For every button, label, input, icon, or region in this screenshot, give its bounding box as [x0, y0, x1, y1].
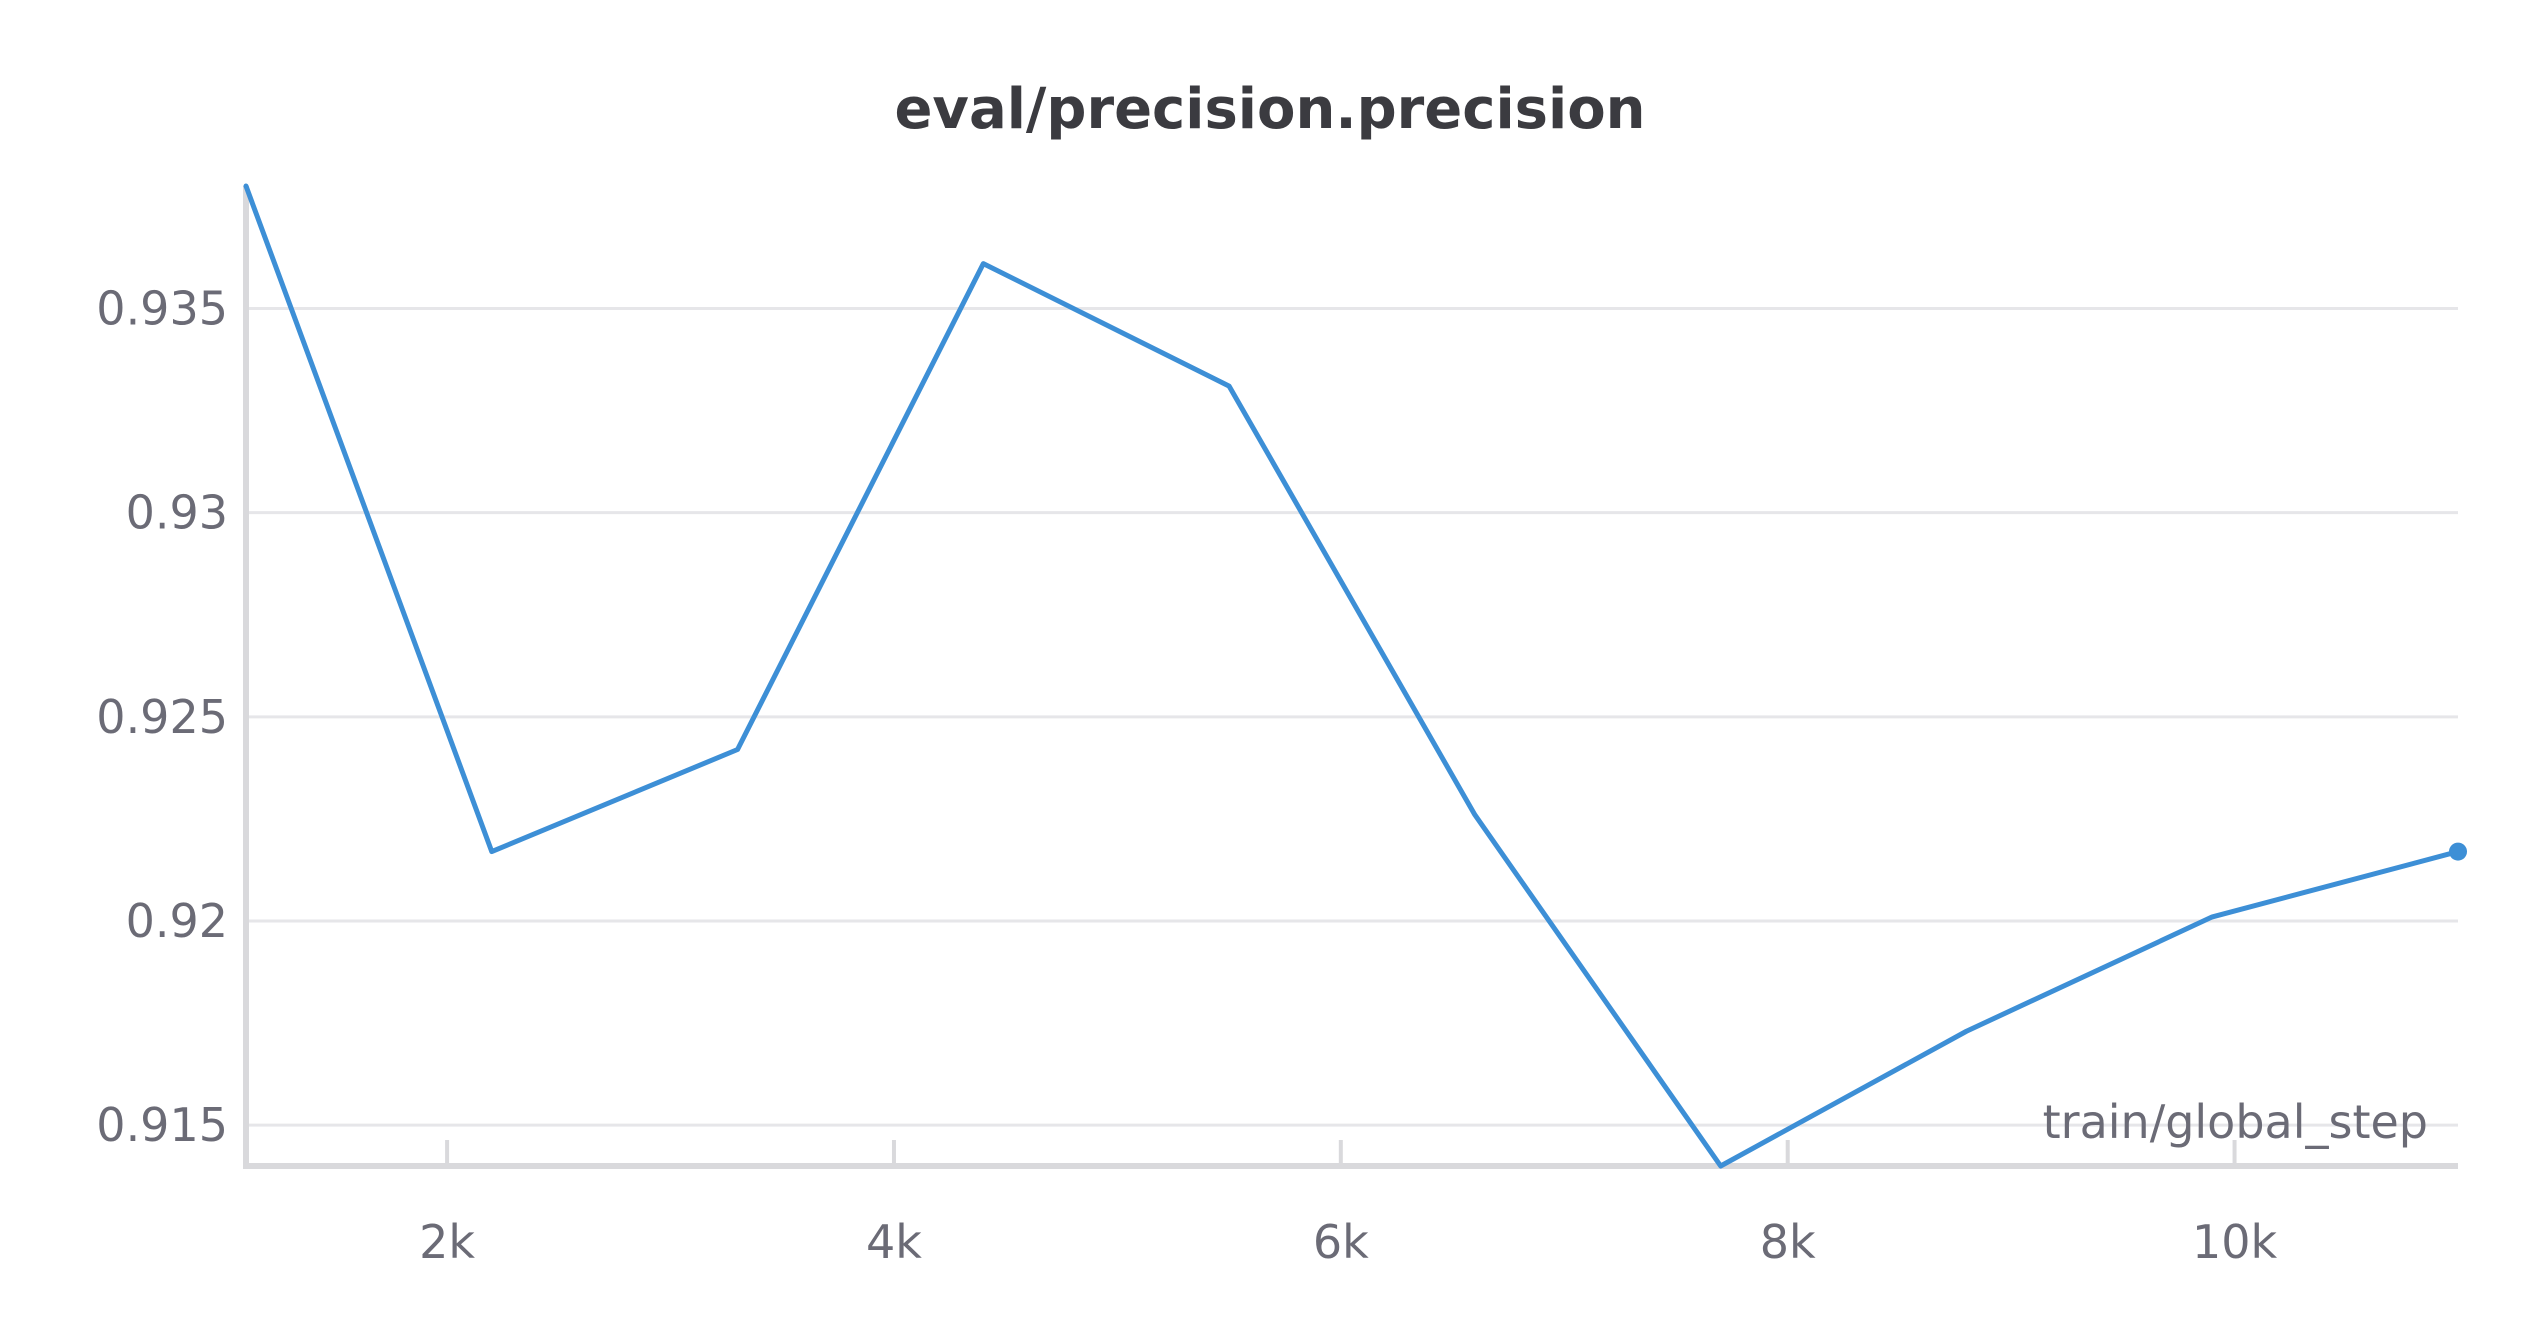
series-layer [243, 183, 2467, 1169]
x-tick-label: 8k [1760, 1215, 1816, 1269]
series-end-point [2449, 842, 2467, 861]
x-axis-title: train/global_step [2043, 1095, 2428, 1149]
grid-layer [246, 307, 2458, 1127]
series-line [243, 183, 2461, 1169]
y-tick-label: 0.92 [126, 894, 228, 948]
axes-layer: 0.915 0.92 0.925 0.93 0.935 2k 4k 6k 8k 10k [96, 186, 2458, 1269]
x-tick-label: 6k [1313, 1215, 1369, 1269]
x-tick-label: 2k [419, 1215, 475, 1269]
y-tick-label: 0.925 [96, 690, 228, 744]
chart-title: eval/precision.precision [894, 77, 1645, 142]
y-tick-label: 0.935 [96, 282, 228, 336]
y-tick-label: 0.915 [96, 1098, 228, 1152]
x-tick-label: 4k [866, 1215, 922, 1269]
x-tick-label: 10k [2192, 1215, 2278, 1269]
y-tick-label: 0.93 [126, 486, 228, 540]
